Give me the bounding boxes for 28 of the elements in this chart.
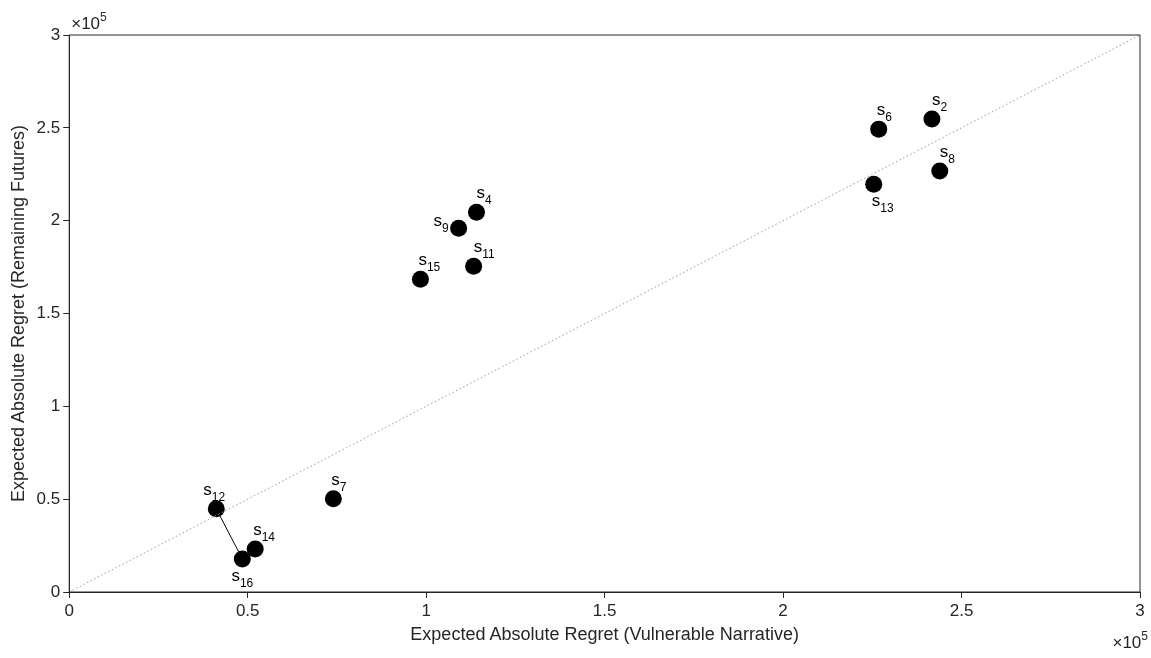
x-tick-label: 2 bbox=[778, 600, 788, 620]
point bbox=[467, 203, 485, 221]
point bbox=[923, 110, 941, 128]
y-tick-label: 2.5 bbox=[36, 117, 61, 137]
y-tick-label: 1 bbox=[50, 396, 61, 416]
y-tick-label: 0.5 bbox=[36, 488, 61, 508]
x-tick-label: 1.5 bbox=[592, 600, 617, 620]
point bbox=[465, 257, 483, 275]
point bbox=[207, 500, 225, 518]
x-tick-label: 1 bbox=[421, 600, 431, 620]
x-tick-label: 0.5 bbox=[235, 600, 260, 620]
y-tick-label: 3 bbox=[50, 24, 61, 44]
point bbox=[411, 270, 429, 288]
x-axis-title: Expected Absolute Regret (Vulnerable Narrative) bbox=[410, 624, 799, 645]
point bbox=[246, 540, 264, 558]
point bbox=[931, 162, 949, 180]
y-tick-label: 1.5 bbox=[36, 303, 61, 323]
point bbox=[233, 550, 251, 568]
x-tick-label: 2.5 bbox=[949, 600, 974, 620]
point bbox=[450, 219, 468, 237]
point bbox=[324, 490, 342, 508]
point bbox=[870, 120, 888, 138]
y-tick-label: 2 bbox=[50, 210, 61, 230]
x-tick-label: 0 bbox=[64, 600, 74, 620]
y-tick-label: 0 bbox=[50, 581, 61, 601]
point bbox=[865, 175, 883, 193]
y-axis-title: Expected Absolute Regret (Remaining Futures) bbox=[7, 124, 28, 503]
x-tick-label: 3 bbox=[1135, 600, 1145, 620]
